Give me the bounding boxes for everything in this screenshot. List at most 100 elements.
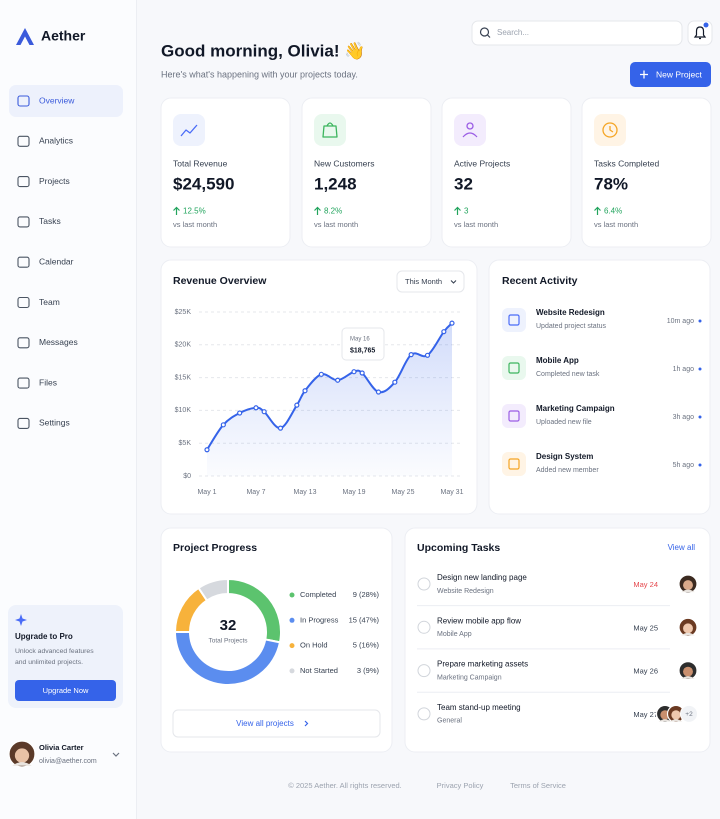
nav-active bbox=[9, 85, 123, 117]
legend-dot bbox=[289, 668, 295, 674]
activity-item-text: Uploaded new file bbox=[536, 419, 592, 426]
nav-icon bbox=[17, 256, 30, 268]
search-placeholder[interactable]: Search... bbox=[497, 28, 529, 37]
view-projects-button[interactable] bbox=[172, 709, 381, 738]
task-title: Design new landing page bbox=[437, 573, 527, 582]
stat-label: Total Revenue bbox=[173, 158, 228, 168]
user-name: Olivia Carter bbox=[39, 743, 84, 752]
data-point bbox=[277, 425, 284, 431]
data-point bbox=[261, 409, 267, 415]
activity-icon bbox=[508, 410, 520, 422]
nav-item[interactable]: Calendar bbox=[39, 256, 74, 266]
stat-label: Tasks Completed bbox=[594, 158, 659, 168]
sparkle bbox=[15, 614, 27, 626]
activity-icon-bg bbox=[502, 404, 526, 428]
legend-dot bbox=[289, 617, 295, 623]
data-point bbox=[253, 405, 259, 411]
stat-arrow bbox=[173, 206, 180, 215]
task-checkbox[interactable] bbox=[417, 620, 431, 634]
chart-title: Project Progress bbox=[173, 542, 257, 554]
promo-text: and unlimited projects. bbox=[15, 659, 83, 666]
activity-title: Recent Activity bbox=[502, 275, 578, 287]
activity-time: 10m ago bbox=[667, 318, 694, 325]
nav-icon bbox=[17, 417, 30, 429]
task-checkbox[interactable] bbox=[417, 664, 431, 678]
search-icon-handle bbox=[487, 34, 491, 38]
stat-period: vs last month bbox=[594, 220, 638, 229]
nav-item[interactable]: Messages bbox=[39, 337, 78, 347]
activity-item-title: Design System bbox=[536, 452, 593, 461]
activity-item-title: Website Redesign bbox=[536, 308, 605, 317]
tooltip bbox=[341, 327, 385, 361]
y-tick-label: $10K bbox=[175, 407, 192, 414]
notification-dot bbox=[703, 22, 709, 28]
new-project-button[interactable] bbox=[630, 62, 711, 87]
user-menu-chevron[interactable] bbox=[112, 752, 120, 757]
activity-item-text: Added new member bbox=[536, 467, 599, 474]
promo-button[interactable] bbox=[15, 680, 116, 701]
stat-label: Active Projects bbox=[454, 158, 510, 168]
x-tick-label: May 13 bbox=[294, 489, 317, 496]
nav-item[interactable]: Files bbox=[39, 377, 57, 387]
footer-link[interactable]: Terms of Service bbox=[510, 781, 566, 790]
donut-total-label: Total Projects bbox=[208, 638, 248, 645]
new-project-label[interactable]: New Project bbox=[656, 69, 702, 79]
x-tick-label: May 1 bbox=[197, 489, 216, 496]
tasks-link[interactable]: View all bbox=[668, 543, 696, 552]
legend-value: 3 (9%) bbox=[357, 666, 380, 675]
view-projects-label[interactable]: View all projects bbox=[236, 719, 294, 728]
legend-value: 15 (47%) bbox=[349, 615, 380, 624]
stat-period: vs last month bbox=[454, 220, 498, 229]
footer-copyright: © 2025 Aether. All rights reserved. bbox=[288, 781, 402, 790]
legend-label: Completed bbox=[300, 590, 336, 599]
task-date: May 27 bbox=[633, 710, 658, 719]
nav-item[interactable]: Overview bbox=[39, 95, 75, 105]
avatar-body bbox=[658, 719, 672, 722]
y-tick-label: $25K bbox=[175, 309, 192, 316]
stat-period: vs last month bbox=[314, 220, 358, 229]
data-point bbox=[449, 320, 455, 326]
x-tick-label: May 7 bbox=[246, 489, 265, 496]
range-button-label[interactable]: This Month bbox=[405, 277, 442, 286]
avatar-body bbox=[681, 676, 695, 679]
activity-time: 3h ago bbox=[673, 414, 695, 421]
footer-link[interactable]: Privacy Policy bbox=[437, 781, 484, 790]
data-point bbox=[204, 447, 210, 453]
data-point bbox=[392, 379, 398, 385]
range-button[interactable] bbox=[396, 270, 465, 293]
stat-value: 1,248 bbox=[314, 174, 357, 193]
stat-icon-bg bbox=[454, 114, 486, 146]
nav-icon bbox=[17, 95, 30, 107]
avatar-body bbox=[681, 632, 695, 636]
stat-label: New Customers bbox=[314, 158, 374, 168]
nav-item[interactable]: Team bbox=[39, 297, 60, 307]
data-point bbox=[441, 329, 447, 335]
nav-item[interactable]: Projects bbox=[39, 176, 70, 186]
task-checkbox[interactable] bbox=[417, 707, 431, 721]
activity-dot bbox=[698, 367, 702, 371]
avatar-more bbox=[680, 704, 698, 723]
activity-icon bbox=[508, 362, 520, 374]
data-point bbox=[302, 388, 308, 394]
search-box[interactable] bbox=[471, 20, 683, 46]
donut-total: 32 bbox=[220, 617, 237, 634]
promo-button-label[interactable]: Upgrade Now bbox=[43, 686, 89, 695]
stat-value: 78% bbox=[594, 174, 628, 193]
task-project: Website Redesign bbox=[437, 588, 494, 595]
activity-time: 5h ago bbox=[673, 462, 695, 469]
avatar-face bbox=[683, 580, 693, 591]
nav-item[interactable]: Tasks bbox=[39, 216, 61, 226]
nav-item[interactable]: Analytics bbox=[39, 136, 73, 146]
stat-change: 8.2% bbox=[324, 207, 342, 216]
task-checkbox[interactable] bbox=[417, 577, 431, 591]
avatar-face bbox=[14, 748, 30, 763]
revenue-area bbox=[207, 323, 452, 476]
data-point bbox=[375, 389, 382, 395]
stat-icon bbox=[322, 122, 338, 138]
card bbox=[404, 527, 711, 753]
plus-icon bbox=[640, 70, 648, 79]
activity-icon-bg bbox=[502, 308, 526, 332]
stat-period: vs last month bbox=[173, 220, 217, 229]
nav-item[interactable]: Settings bbox=[39, 418, 70, 428]
